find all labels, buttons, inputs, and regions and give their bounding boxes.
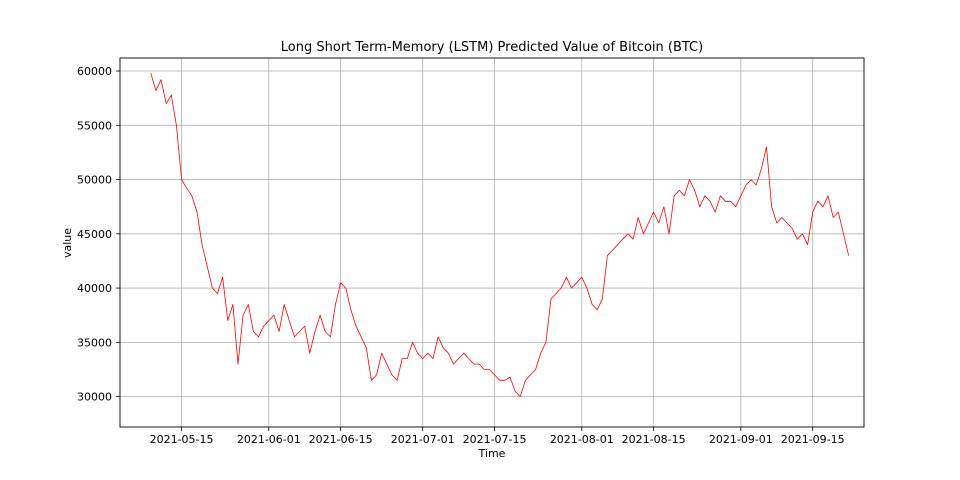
y-tick-label: 35000 [77, 336, 112, 349]
x-tick-label: 2021-07-15 [463, 433, 527, 446]
x-axis-label: Time [478, 447, 506, 460]
x-tick-label: 2021-08-01 [550, 433, 614, 446]
x-tick-label: 2021-07-01 [391, 433, 455, 446]
y-tick-label: 30000 [77, 391, 112, 404]
chart-title: Long Short Term-Memory (LSTM) Predicted … [281, 40, 703, 55]
y-tick-label: 55000 [77, 119, 112, 132]
plot-area-frame [119, 57, 865, 428]
y-tick-label: 45000 [77, 228, 112, 241]
y-tick-label: 60000 [77, 65, 112, 78]
series-line [150, 73, 849, 398]
y-axis-label: value [61, 228, 74, 258]
x-tick-label: 2021-09-15 [781, 433, 845, 446]
series-layer [150, 73, 849, 398]
y-tick-label: 50000 [77, 174, 112, 187]
x-tick-label: 2021-06-01 [237, 433, 301, 446]
x-tick-label: 2021-09-01 [709, 433, 773, 446]
grid-layer [120, 58, 864, 427]
x-tick-label: 2021-05-15 [150, 433, 214, 446]
x-axis: 2021-05-15 2021-06-01 2021-06-15 2021-07-01… [150, 427, 845, 446]
x-tick-label: 2021-08-15 [622, 433, 686, 446]
x-tick-label: 2021-06-15 [309, 433, 373, 446]
y-axis: 30000 35000 40000 45000 50000 55000 60000 [77, 65, 120, 404]
y-tick-label: 40000 [77, 282, 112, 295]
